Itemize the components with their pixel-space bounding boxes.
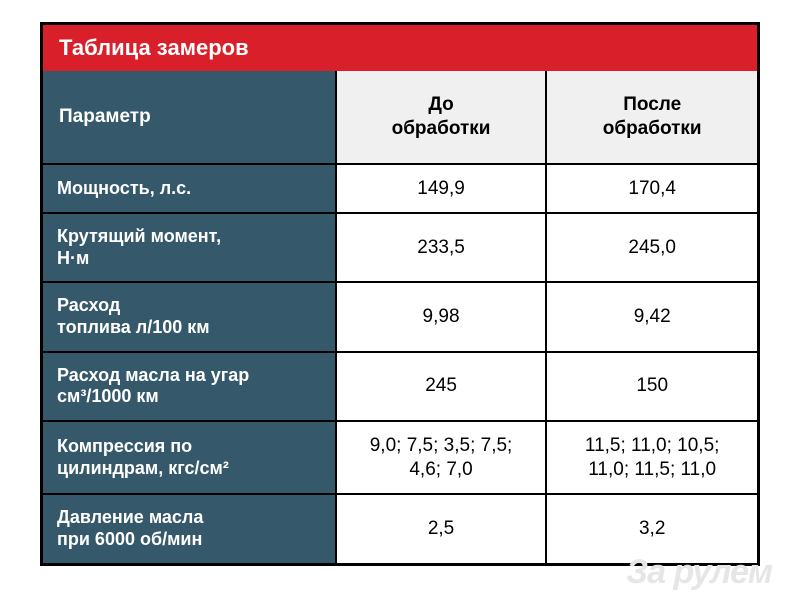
- measurements-table-container: Таблица замеров Параметр Дообработки Пос…: [40, 22, 760, 566]
- value-after: 170,4: [546, 164, 757, 214]
- param-cell: Расходтоплива л/100 км: [43, 282, 336, 351]
- value-before: 9,0; 7,5; 3,5; 7,5;4,6; 7,0: [336, 421, 547, 495]
- value-before: 2,5: [336, 494, 547, 562]
- table-row: Расходтоплива л/100 км9,989,42: [43, 282, 757, 351]
- value-before: 233,5: [336, 213, 547, 282]
- value-before: 245: [336, 352, 547, 421]
- col-header-after: Послеобработки: [546, 71, 757, 164]
- param-cell: Крутящий момент,Н·м: [43, 213, 336, 282]
- value-after: 11,5; 11,0; 10,5;11,0; 11,5; 11,0: [546, 421, 757, 495]
- table-row: Крутящий момент,Н·м233,5245,0: [43, 213, 757, 282]
- param-cell: Расход масла на угарсм³/1000 км: [43, 352, 336, 421]
- value-before: 149,9: [336, 164, 547, 214]
- table-header-row: Параметр Дообработки Послеобработки: [43, 71, 757, 164]
- table-body: Мощность, л.с.149,9170,4Крутящий момент,…: [43, 164, 757, 563]
- param-cell: Мощность, л.с.: [43, 164, 336, 214]
- table-row: Давление маслапри 6000 об/мин2,53,2: [43, 494, 757, 562]
- value-after: 150: [546, 352, 757, 421]
- table-row: Расход масла на угарсм³/1000 км245150: [43, 352, 757, 421]
- table-row: Мощность, л.с.149,9170,4: [43, 164, 757, 214]
- value-after: 245,0: [546, 213, 757, 282]
- param-cell: Компрессия поцилиндрам, кгс/см²: [43, 421, 336, 495]
- measurements-table: Параметр Дообработки Послеобработки Мощн…: [43, 71, 757, 563]
- table-row: Компрессия поцилиндрам, кгс/см²9,0; 7,5;…: [43, 421, 757, 495]
- value-before: 9,98: [336, 282, 547, 351]
- col-header-param: Параметр: [43, 71, 336, 164]
- col-header-before: Дообработки: [336, 71, 547, 164]
- value-after: 9,42: [546, 282, 757, 351]
- table-title: Таблица замеров: [43, 25, 757, 71]
- value-after: 3,2: [546, 494, 757, 562]
- param-cell: Давление маслапри 6000 об/мин: [43, 494, 336, 562]
